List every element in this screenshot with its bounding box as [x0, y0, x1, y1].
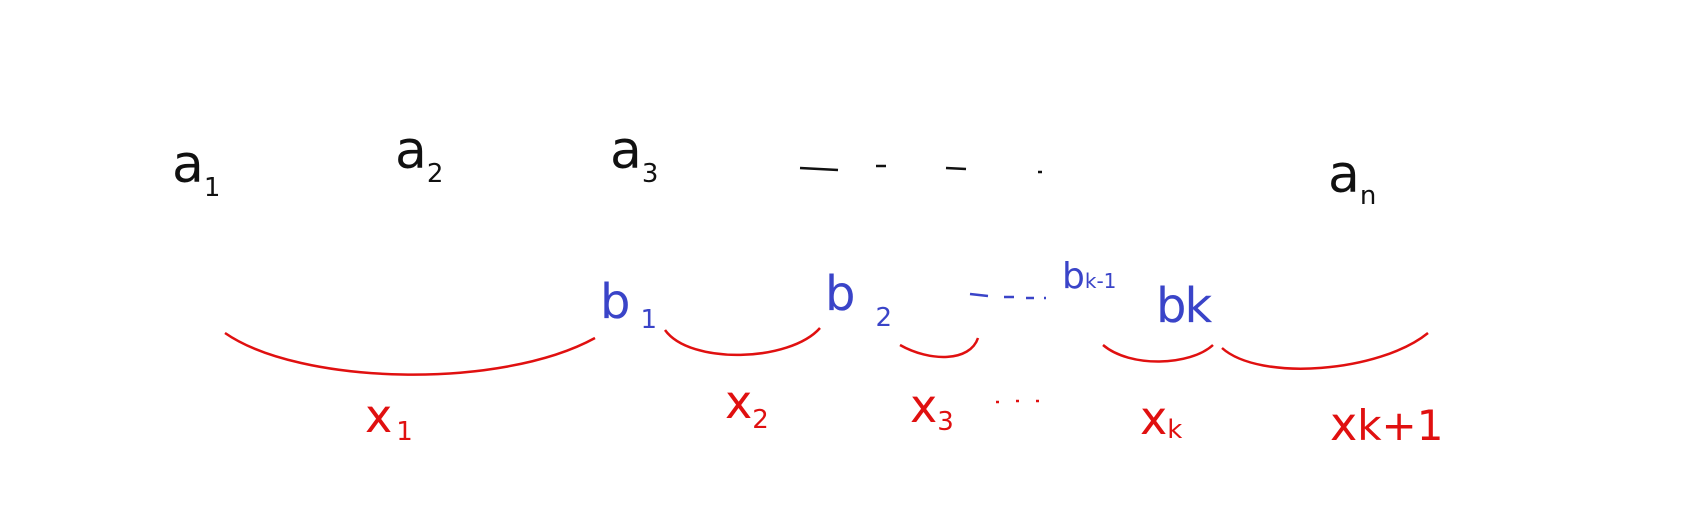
label-sub: k-1 [1085, 269, 1117, 293]
top-label: a3 [610, 121, 658, 189]
label-base: x [725, 375, 752, 429]
label-sub: 2 [427, 159, 444, 189]
label-base: a [395, 121, 427, 181]
bottom-dots [996, 399, 1039, 404]
top-label: a1 [172, 135, 220, 203]
bottom-label: x3 [910, 379, 954, 437]
label-sub: 2 [752, 405, 769, 435]
bottom-label: x2 [725, 375, 769, 435]
label-base: b [1062, 256, 1085, 297]
top-label: an [1328, 145, 1376, 211]
label-base: a [610, 121, 642, 181]
bottom-label: xk+1 [1330, 397, 1443, 451]
top-label: a2 [395, 121, 443, 189]
label-sub: 3 [937, 407, 954, 437]
braces [224, 327, 1429, 376]
label-base: b [600, 274, 630, 330]
label-sub: 2 [875, 303, 892, 333]
label-sub: 3 [642, 159, 659, 189]
label-sub: k [1184, 278, 1212, 334]
label-base: b [825, 266, 855, 322]
mid-dots [969, 292, 1046, 300]
label-sub: n [1360, 181, 1376, 211]
bottom-label: xk [1140, 391, 1182, 445]
label-base: x [1140, 391, 1167, 445]
label-base: x [910, 379, 937, 433]
label-base: x [365, 389, 392, 443]
label-base: x [1330, 397, 1357, 451]
label-base: a [172, 135, 204, 195]
mid-label: bk-1 [1062, 256, 1116, 297]
label-sub: k+1 [1357, 401, 1443, 450]
label-sub: 1 [396, 417, 413, 447]
label-sub: k [1167, 415, 1182, 445]
label-sub: 1 [204, 173, 221, 203]
top-dots [799, 164, 1042, 174]
mid-label: bk [1156, 278, 1212, 334]
label-base: b [1156, 278, 1186, 334]
label-base: a [1328, 145, 1360, 205]
label-sub: 1 [640, 305, 657, 335]
